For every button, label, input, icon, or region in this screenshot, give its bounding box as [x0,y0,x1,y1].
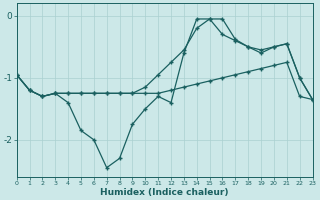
X-axis label: Humidex (Indice chaleur): Humidex (Indice chaleur) [100,188,229,197]
